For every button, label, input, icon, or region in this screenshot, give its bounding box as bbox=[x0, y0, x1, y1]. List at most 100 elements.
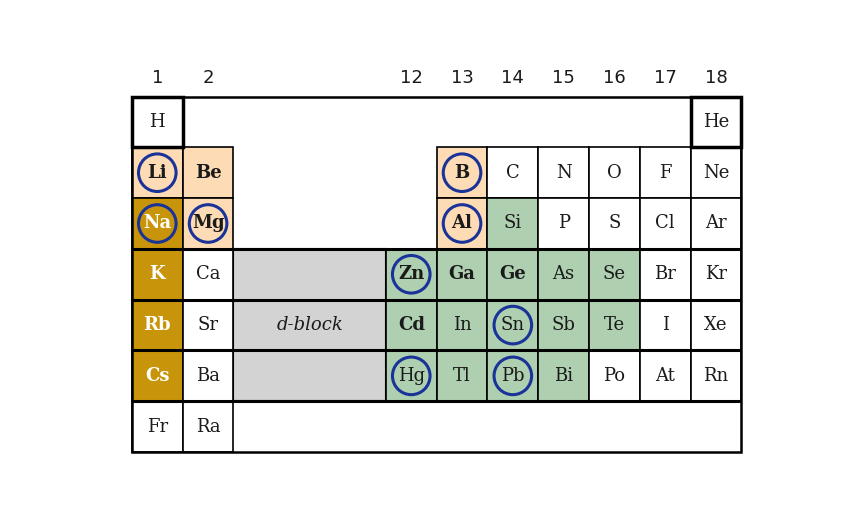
Text: Na: Na bbox=[143, 214, 171, 233]
Bar bbox=[589, 300, 640, 351]
Text: Ga: Ga bbox=[449, 265, 475, 283]
Bar bbox=[538, 351, 589, 401]
Bar bbox=[691, 147, 741, 198]
Text: As: As bbox=[553, 265, 575, 283]
Text: Mg: Mg bbox=[192, 214, 224, 233]
Bar bbox=[233, 249, 386, 401]
Bar bbox=[538, 249, 589, 300]
Text: K: K bbox=[149, 265, 165, 283]
Text: Sr: Sr bbox=[198, 316, 219, 334]
Text: O: O bbox=[607, 164, 622, 182]
Text: Sn: Sn bbox=[501, 316, 525, 334]
Bar bbox=[386, 249, 437, 300]
Text: F: F bbox=[659, 164, 671, 182]
Text: d-block: d-block bbox=[276, 316, 343, 334]
Bar bbox=[691, 96, 741, 147]
Text: 15: 15 bbox=[552, 69, 575, 88]
Text: Cd: Cd bbox=[398, 316, 425, 334]
Text: Rb: Rb bbox=[143, 316, 171, 334]
Text: 17: 17 bbox=[653, 69, 676, 88]
Bar bbox=[437, 249, 487, 300]
Bar bbox=[487, 147, 538, 198]
Text: Be: Be bbox=[195, 164, 222, 182]
Text: In: In bbox=[452, 316, 471, 334]
Bar bbox=[589, 249, 640, 300]
Text: Tl: Tl bbox=[453, 367, 471, 385]
Bar bbox=[487, 351, 538, 401]
Text: Te: Te bbox=[604, 316, 625, 334]
Text: Zn: Zn bbox=[398, 265, 424, 283]
Text: Ne: Ne bbox=[703, 164, 729, 182]
Bar bbox=[538, 300, 589, 351]
Text: 1: 1 bbox=[152, 69, 163, 88]
Bar bbox=[691, 249, 741, 300]
Bar bbox=[589, 351, 640, 401]
Bar bbox=[691, 198, 741, 249]
Bar bbox=[640, 300, 691, 351]
Bar bbox=[132, 351, 182, 401]
Bar bbox=[132, 96, 182, 147]
Text: Li: Li bbox=[147, 164, 167, 182]
Bar bbox=[437, 198, 487, 249]
Bar bbox=[640, 198, 691, 249]
Bar bbox=[132, 249, 182, 300]
Bar bbox=[182, 300, 233, 351]
Bar bbox=[132, 147, 182, 198]
Bar bbox=[538, 198, 589, 249]
Bar bbox=[182, 401, 233, 452]
Text: Ra: Ra bbox=[196, 418, 221, 436]
Bar bbox=[437, 300, 487, 351]
Bar bbox=[640, 351, 691, 401]
Bar bbox=[487, 249, 538, 300]
Bar bbox=[640, 249, 691, 300]
Text: B: B bbox=[454, 164, 469, 182]
Text: At: At bbox=[655, 367, 675, 385]
Bar bbox=[538, 147, 589, 198]
Text: Sb: Sb bbox=[552, 316, 576, 334]
Text: Pb: Pb bbox=[501, 367, 525, 385]
Bar bbox=[589, 198, 640, 249]
Text: I: I bbox=[662, 316, 669, 334]
Text: C: C bbox=[506, 164, 520, 182]
Bar bbox=[589, 147, 640, 198]
Bar bbox=[487, 300, 538, 351]
Text: Hg: Hg bbox=[398, 367, 425, 385]
Bar bbox=[640, 147, 691, 198]
Text: Se: Se bbox=[603, 265, 626, 283]
Text: Ca: Ca bbox=[196, 265, 221, 283]
Text: Kr: Kr bbox=[705, 265, 727, 283]
Text: Bi: Bi bbox=[554, 367, 573, 385]
Text: N: N bbox=[556, 164, 572, 182]
Text: He: He bbox=[703, 113, 729, 131]
Bar bbox=[182, 198, 233, 249]
Bar bbox=[437, 147, 487, 198]
Text: 13: 13 bbox=[451, 69, 474, 88]
Bar bbox=[487, 198, 538, 249]
Bar bbox=[132, 401, 182, 452]
Text: Cs: Cs bbox=[145, 367, 170, 385]
Text: 14: 14 bbox=[501, 69, 524, 88]
Bar bbox=[691, 351, 741, 401]
Bar bbox=[437, 351, 487, 401]
Text: 18: 18 bbox=[705, 69, 728, 88]
Text: Po: Po bbox=[603, 367, 625, 385]
Text: Cl: Cl bbox=[655, 214, 675, 233]
Text: Ba: Ba bbox=[196, 367, 220, 385]
Text: 16: 16 bbox=[603, 69, 626, 88]
Bar bbox=[386, 351, 437, 401]
Bar bbox=[132, 96, 182, 147]
Text: Ar: Ar bbox=[705, 214, 727, 233]
Bar bbox=[132, 300, 182, 351]
Text: H: H bbox=[149, 113, 165, 131]
Bar bbox=[182, 147, 233, 198]
Bar bbox=[691, 96, 741, 147]
Bar bbox=[386, 300, 437, 351]
Bar bbox=[132, 96, 741, 452]
Text: 12: 12 bbox=[400, 69, 423, 88]
Text: 2: 2 bbox=[202, 69, 214, 88]
Text: Xe: Xe bbox=[705, 316, 728, 334]
Text: Al: Al bbox=[452, 214, 473, 233]
Bar bbox=[182, 351, 233, 401]
Bar bbox=[691, 300, 741, 351]
Text: Br: Br bbox=[654, 265, 676, 283]
